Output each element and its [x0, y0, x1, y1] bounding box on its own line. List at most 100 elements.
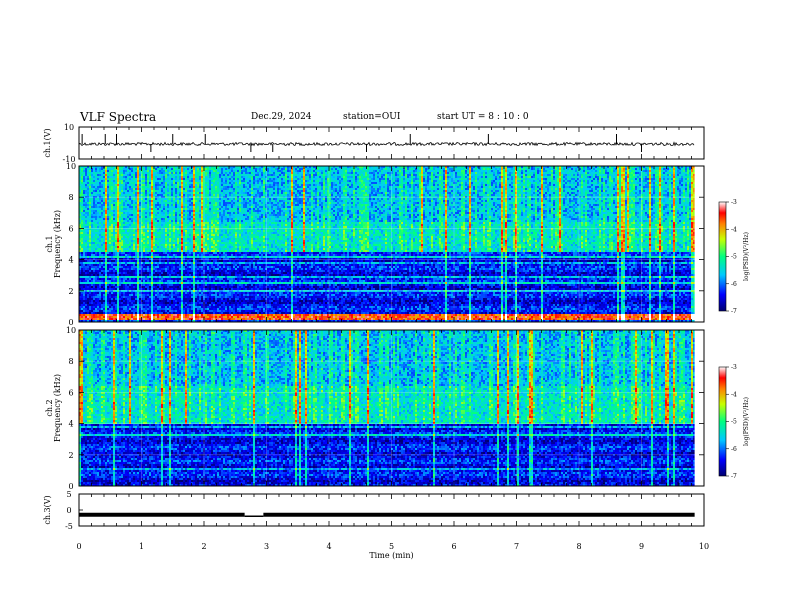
spectrogram-cell — [237, 170, 239, 172]
spectrogram-cell — [81, 168, 83, 170]
spectrogram-cell — [633, 170, 635, 172]
spectrogram-cell — [101, 172, 103, 174]
spectrogram-cell — [321, 170, 323, 172]
spectrogram-cell — [683, 168, 685, 170]
spectrogram-cell — [207, 170, 209, 172]
spectrogram-cell — [493, 170, 495, 172]
spectrogram-cell — [137, 168, 139, 170]
spectrogram-cell — [107, 170, 109, 172]
spectrogram-cell — [305, 170, 307, 172]
spectrogram-cell — [139, 172, 141, 174]
spectrogram-cell — [457, 168, 459, 170]
spectrogram-cell — [541, 170, 543, 172]
spectrogram-cell — [487, 170, 489, 172]
spectrogram-cell — [267, 168, 269, 170]
spectrogram-cell — [111, 172, 113, 174]
spectrogram-cell — [561, 168, 563, 170]
spectrogram-cell — [187, 172, 189, 174]
spectrogram-cell — [323, 170, 325, 172]
spectrogram-cell — [185, 172, 187, 174]
spectrogram-cell — [125, 172, 127, 174]
spectrogram-cell — [617, 168, 619, 170]
spectrogram-cell — [403, 170, 405, 172]
spectrogram-cell — [381, 168, 383, 170]
spectrogram-cell — [499, 170, 501, 172]
spectrogram-cell — [163, 168, 165, 170]
spectrogram-cell — [255, 168, 257, 170]
spectrogram-cell — [183, 172, 185, 174]
spectrogram-cell — [157, 172, 159, 174]
spectrogram-cell — [225, 168, 227, 170]
spectrogram-cell — [447, 168, 449, 170]
spectrogram-cell — [83, 168, 85, 170]
spectrogram-cell — [159, 172, 161, 174]
spectrogram-cell — [105, 168, 107, 170]
spectrogram-cell — [311, 168, 313, 170]
spectrogram-cell — [283, 168, 285, 170]
spectrogram-cell — [489, 168, 491, 170]
spectrogram-cell — [385, 168, 387, 170]
spectrogram-cell — [425, 170, 427, 172]
spectrogram-cell — [621, 168, 623, 170]
spectrogram-cell — [625, 168, 627, 170]
spectrogram-cell — [219, 170, 221, 172]
spectrogram-cell — [133, 168, 135, 170]
spectrogram-cell — [255, 170, 257, 172]
spectrogram-cell — [275, 168, 277, 170]
spectrogram-cell — [157, 168, 159, 170]
spectrogram-cell — [221, 170, 223, 172]
spectrogram-cell — [211, 172, 213, 174]
spectrogram-cell — [285, 170, 287, 172]
spectrogram-cell — [151, 168, 153, 170]
spectrogram-cell — [197, 170, 199, 172]
spectrogram-cell — [355, 168, 357, 170]
spectrogram-cell — [155, 172, 157, 174]
spectrogram-cell — [119, 172, 121, 174]
spectrogram-cell — [239, 168, 241, 170]
spectrogram-cell — [417, 170, 419, 172]
spectrogram-cell — [85, 168, 87, 170]
spectrogram-cell — [419, 168, 421, 170]
spectrogram-cell — [297, 168, 299, 170]
spectrogram-cell — [333, 170, 335, 172]
spectrogram-cell — [393, 168, 395, 170]
spectrogram-cell — [131, 170, 133, 172]
spectrogram-cell — [179, 172, 181, 174]
spectrogram-cell — [455, 168, 457, 170]
spectrogram-cell — [521, 170, 523, 172]
spectrogram-cell — [123, 168, 125, 170]
spectrogram-cell — [163, 170, 165, 172]
spectrogram-cell — [123, 172, 125, 174]
spectrogram-cell — [609, 170, 611, 172]
spectrogram-cell — [231, 168, 233, 170]
spectrogram-cell — [359, 168, 361, 170]
spectrogram-cell — [113, 168, 115, 170]
spectrogram-cell — [161, 168, 163, 170]
spectrogram-cell — [573, 168, 575, 170]
spectrogram-cell — [137, 172, 139, 174]
spectrogram-cell — [375, 168, 377, 170]
spectrogram-cell — [649, 170, 651, 172]
spectrogram-cell — [129, 170, 131, 172]
spectrogram-cell — [115, 170, 117, 172]
spectrogram-cell — [373, 168, 375, 170]
spectrogram-cell — [643, 170, 645, 172]
spectrogram-cell — [471, 168, 473, 170]
spectrogram-cell — [333, 168, 335, 170]
spectrogram-cell — [247, 170, 249, 172]
spectrogram-cell — [97, 168, 99, 170]
spectrogram-cell — [409, 170, 411, 172]
spectrogram-cell — [503, 170, 505, 172]
spectrogram-cell — [147, 170, 149, 172]
spectrogram-cell — [299, 168, 301, 170]
spectrogram-cell — [221, 168, 223, 170]
spectrogram-cell — [171, 170, 173, 172]
spectrogram-cell — [495, 170, 497, 172]
spectrogram-cell — [581, 170, 583, 172]
spectrogram-cell — [217, 170, 219, 172]
spectrogram-cell — [183, 168, 185, 170]
spectrogram-cell — [281, 168, 283, 170]
spectrogram-cell — [95, 170, 97, 172]
spectrogram-cell — [545, 168, 547, 170]
spectrogram-cell — [625, 170, 627, 172]
